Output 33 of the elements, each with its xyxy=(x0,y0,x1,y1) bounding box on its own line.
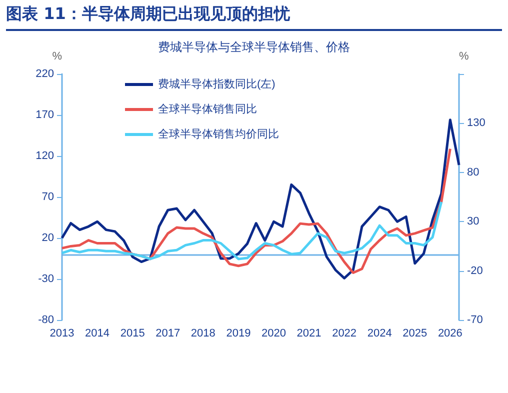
legend-label: 全球半导体销售均价同比 xyxy=(158,128,279,140)
x-tick-label: 2019 xyxy=(226,328,251,340)
x-tick-label: 2017 xyxy=(156,328,180,340)
y2-axis-title: % xyxy=(459,50,469,62)
x-tick-label: 2022 xyxy=(332,328,357,340)
x-tick-label: 2025 xyxy=(402,328,428,340)
y2-tick-label: 130 xyxy=(467,117,486,130)
legend-label: 费城半导体指数同比(左) xyxy=(158,78,276,90)
x-tick-label: 2014 xyxy=(85,328,110,340)
y2-tick-label: 80 xyxy=(467,166,480,178)
x-tick-label: 2021 xyxy=(296,328,322,340)
x-tick-label: 2015 xyxy=(120,328,145,340)
y-axis-title: % xyxy=(52,50,62,62)
y2-tick-label: 30 xyxy=(467,216,480,228)
chart-subtitle: 费城半导体与全球半导体销售、价格 xyxy=(158,40,350,54)
y-tick-label: 120 xyxy=(36,150,54,162)
y-tick-label: 70 xyxy=(42,191,54,203)
y2-tick-label: -20 xyxy=(467,264,483,277)
y-tick-label: 20 xyxy=(42,232,54,244)
y2-tick-label: -70 xyxy=(467,314,483,326)
y-tick-label: 170 xyxy=(36,109,54,121)
y-tick-label: -80 xyxy=(38,314,54,326)
x-tick-label: 2018 xyxy=(190,328,216,340)
chart-title: 图表 11：半导体周期已出现见顶的担忧 xyxy=(6,4,502,31)
x-tick-label: 2013 xyxy=(50,328,74,340)
x-tick-label: 2024 xyxy=(367,328,392,340)
line-series xyxy=(60,118,460,280)
line-series xyxy=(60,200,443,260)
x-tick-label: 2026 xyxy=(438,328,462,340)
x-tick-label: 2020 xyxy=(261,328,286,340)
y-tick-label: 220 xyxy=(36,68,54,80)
legend-label: 全球半导体销售同比 xyxy=(158,102,257,116)
y-tick-label: -30 xyxy=(38,273,54,285)
